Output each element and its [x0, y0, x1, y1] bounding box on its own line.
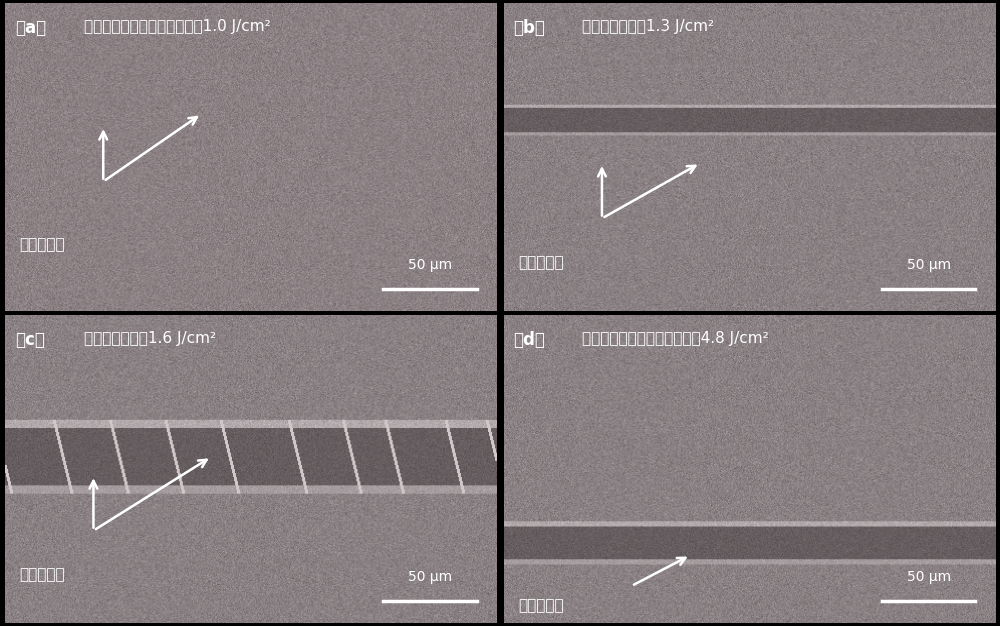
Text: 第一激光损伤能量密度阈值：1.0 J/cm²: 第一激光损伤能量密度阈值：1.0 J/cm²	[84, 19, 270, 34]
Text: （c）: （c）	[15, 331, 45, 349]
Text: 激光能量密度：1.6 J/cm²: 激光能量密度：1.6 J/cm²	[84, 331, 216, 346]
Text: 激光能量密度：1.3 J/cm²: 激光能量密度：1.3 J/cm²	[582, 19, 714, 34]
Text: 不可见划痕: 不可见划痕	[20, 568, 65, 583]
Text: 50 μm: 50 μm	[907, 570, 951, 585]
Text: 50 μm: 50 μm	[408, 259, 452, 272]
Text: 第二激光损伤能量密度阈值：4.8 J/cm²: 第二激光损伤能量密度阈值：4.8 J/cm²	[582, 331, 769, 346]
Text: 不可见划痕: 不可见划痕	[20, 237, 65, 252]
Text: 50 μm: 50 μm	[907, 259, 951, 272]
Text: 不可见划痕: 不可见划痕	[518, 255, 564, 270]
Text: （d）: （d）	[514, 331, 545, 349]
Text: （a）: （a）	[15, 19, 46, 36]
Text: （b）: （b）	[514, 19, 545, 36]
Text: 50 μm: 50 μm	[408, 570, 452, 585]
Text: 不可见划痕: 不可见划痕	[518, 598, 564, 613]
